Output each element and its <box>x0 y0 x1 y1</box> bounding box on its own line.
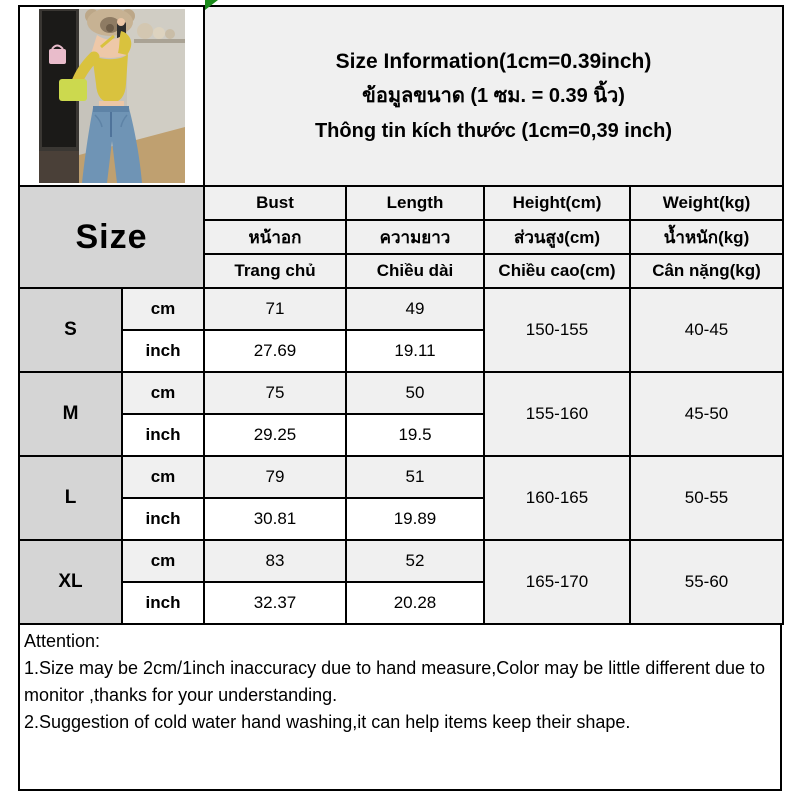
s-length-inch: 19.11 <box>345 329 485 373</box>
size-table: Size Information(1cm=0.39inch) ข้อมูลขนา… <box>18 5 785 625</box>
model-photo <box>38 9 185 183</box>
header-height-vi: Chiều cao(cm) <box>483 253 631 289</box>
header-weight-vi: Cân nặng(kg) <box>628 253 785 289</box>
l-bust-cm: 79 <box>203 455 347 499</box>
m-bust-cm: 75 <box>203 371 347 415</box>
l-length-inch: 19.89 <box>345 497 485 541</box>
header-weight-th: น้ำหนัก(kg) <box>628 219 785 255</box>
xl-bust-inch: 32.37 <box>203 581 347 625</box>
title-cell: Size Information(1cm=0.39inch) ข้อมูลขนา… <box>202 5 785 187</box>
cell-error-flag-triangle <box>205 0 218 10</box>
size-label-xl: XL <box>18 539 123 625</box>
size-label-s: S <box>18 287 123 373</box>
photo-cell <box>18 5 205 187</box>
yellow-top <box>69 31 131 103</box>
attention-box: Attention: 1.Size may be 2cm/1inch inacc… <box>18 623 782 791</box>
m-bust-inch: 29.25 <box>203 413 347 457</box>
s-bust-inch: 27.69 <box>203 329 347 373</box>
floor-dark <box>38 151 79 183</box>
size-label-m: M <box>18 371 123 457</box>
header-length-vi: Chiều dài <box>345 253 485 289</box>
jeans <box>81 106 142 183</box>
m-height: 155-160 <box>483 371 631 457</box>
l-length-cm: 51 <box>345 455 485 499</box>
s-weight: 40-45 <box>628 287 785 373</box>
m-length-inch: 19.5 <box>345 413 485 457</box>
attention-note-1: 1.Size may be 2cm/1inch inaccuracy due t… <box>24 658 766 705</box>
handbag <box>58 79 87 101</box>
header-height-en: Height(cm) <box>483 185 631 221</box>
s-bust-cm: 71 <box>203 287 347 331</box>
unit-inch-cell: inch <box>121 413 205 457</box>
header-height-th: ส่วนสูง(cm) <box>483 219 631 255</box>
l-bust-inch: 30.81 <box>203 497 347 541</box>
midriff-skin <box>98 101 124 109</box>
l-weight: 50-55 <box>628 455 785 541</box>
unit-inch-cell: inch <box>121 497 205 541</box>
l-height: 160-165 <box>483 455 631 541</box>
title-line-en: Size Information(1cm=0.39inch) <box>335 49 652 73</box>
unit-cm-cell: cm <box>121 287 205 331</box>
xl-bust-cm: 83 <box>203 539 347 583</box>
size-corner-cell: Size <box>18 185 205 289</box>
header-bust-th: หน้าอก <box>203 219 347 255</box>
xl-length-cm: 52 <box>345 539 485 583</box>
header-length-en: Length <box>345 185 485 221</box>
s-length-cm: 49 <box>345 287 485 331</box>
header-length-th: ความยาว <box>345 219 485 255</box>
xl-weight: 55-60 <box>628 539 785 625</box>
header-bust-en: Bust <box>203 185 347 221</box>
unit-cm-cell: cm <box>121 539 205 583</box>
unit-inch-cell: inch <box>121 329 205 373</box>
m-weight: 45-50 <box>628 371 785 457</box>
attention-note-2: 2.Suggestion of cold water hand washing,… <box>24 712 631 732</box>
unit-inch-cell: inch <box>121 581 205 625</box>
header-bust-vi: Trang chủ <box>203 253 347 289</box>
m-length-cm: 50 <box>345 371 485 415</box>
attention-heading: Attention: <box>24 631 101 651</box>
unit-cm-cell: cm <box>121 455 205 499</box>
size-chart-sheet: Size Information(1cm=0.39inch) ข้อมูลขนา… <box>18 0 785 791</box>
title-line-th: ข้อมูลขนาด (1 ซม. = 0.39 นิ้ว) <box>362 84 625 107</box>
title-line-vi: Thông tin kích thước (1cm=0,39 inch) <box>314 119 673 142</box>
shelf-with-bears <box>133 23 185 43</box>
xl-height: 165-170 <box>483 539 631 625</box>
unit-cm-cell: cm <box>121 371 205 415</box>
size-label-l: L <box>18 455 123 541</box>
header-weight-en: Weight(kg) <box>628 185 785 221</box>
xl-length-inch: 20.28 <box>345 581 485 625</box>
s-height: 150-155 <box>483 287 631 373</box>
